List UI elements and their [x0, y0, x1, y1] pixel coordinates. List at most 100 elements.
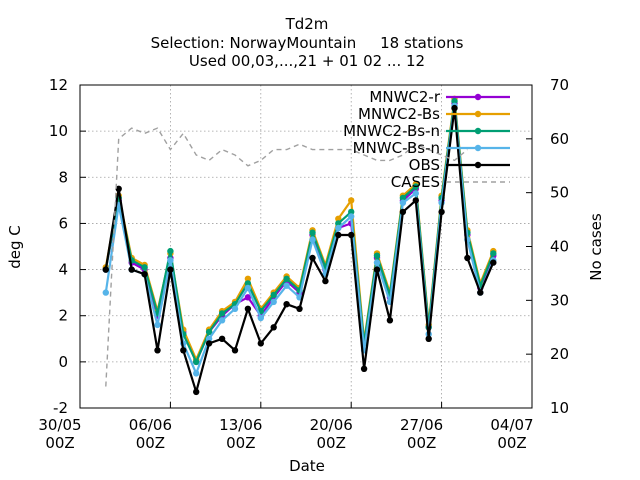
- y-tick-label: 2: [58, 307, 68, 325]
- data-point: [309, 229, 316, 236]
- data-point: [244, 275, 252, 282]
- data-point: [205, 335, 213, 342]
- x-tick-label: 27/06: [400, 416, 443, 434]
- data-point: [373, 266, 381, 273]
- x-tick-label-time: 00Z: [407, 434, 436, 452]
- data-point: [141, 264, 148, 271]
- data-point: [348, 197, 355, 204]
- y2-tick-label: 20: [550, 345, 569, 363]
- data-point: [425, 335, 432, 342]
- data-point: [309, 236, 316, 243]
- series-layer: [102, 95, 497, 396]
- y-tick-label: 0: [58, 353, 68, 371]
- legend-label: OBS: [409, 156, 440, 174]
- gridlines: [80, 85, 532, 408]
- data-point: [490, 250, 497, 257]
- x-tick-label: 20/06: [310, 416, 353, 434]
- data-point: [399, 194, 407, 202]
- x-tick-label-time: 00Z: [497, 434, 526, 452]
- data-point: [335, 220, 342, 227]
- y-axis-label: deg C: [6, 225, 24, 269]
- data-point: [244, 305, 252, 312]
- x-tick-label-time: 00Z: [136, 434, 165, 452]
- data-point: [257, 314, 264, 322]
- data-point: [231, 347, 239, 354]
- legend-marker: [474, 110, 482, 118]
- data-point: [154, 321, 161, 329]
- data-point: [141, 271, 148, 278]
- ticks-layer: -20246810121020304050607030/0500Z06/0600…: [38, 76, 569, 452]
- data-point: [348, 213, 355, 220]
- data-point: [205, 328, 213, 336]
- y-tick-label: 4: [58, 261, 68, 279]
- series-obs: [102, 104, 497, 396]
- x-tick-label: 06/06: [129, 416, 172, 434]
- y2-tick-label: 70: [550, 76, 569, 94]
- data-point: [244, 280, 252, 287]
- data-point: [218, 317, 226, 324]
- data-point: [180, 347, 187, 354]
- data-point: [205, 340, 213, 347]
- legend: MNWC2-rMNWC2-BsMNWC2-Bs-nMNWC-Bs-nOBSCAS…: [343, 88, 510, 191]
- data-point: [193, 358, 200, 366]
- x-tick-label: 30/05: [38, 416, 81, 434]
- data-point: [348, 208, 355, 216]
- data-point: [283, 275, 290, 282]
- data-point: [348, 231, 355, 239]
- data-point: [464, 254, 471, 262]
- data-point: [270, 298, 277, 306]
- y-tick-label: 10: [49, 122, 68, 140]
- data-point: [309, 254, 316, 262]
- data-point: [399, 199, 407, 206]
- data-point: [399, 208, 407, 216]
- data-point: [386, 317, 394, 324]
- chart-title: Td2m: [285, 15, 329, 33]
- legend-marker: [474, 161, 482, 169]
- data-point: [270, 291, 277, 299]
- data-point: [128, 266, 135, 273]
- y-tick-label: 12: [49, 76, 68, 94]
- data-point: [270, 324, 277, 331]
- data-point: [244, 294, 252, 301]
- data-point: [283, 301, 290, 308]
- series-cases: [105, 127, 468, 387]
- plot-frame: [79, 84, 533, 409]
- data-point: [322, 277, 329, 285]
- chart-subtitle-2: Used 00,03,...,21 + 01 02 ... 12: [189, 52, 425, 70]
- x-tick-label-time: 00Z: [317, 434, 346, 452]
- x-tick-label: 04/07: [490, 416, 533, 434]
- y-tick-label: 6: [58, 214, 68, 232]
- legend-marker: [474, 144, 482, 152]
- data-point: [283, 282, 290, 289]
- legend-label: MNWC-Bs-n: [353, 139, 440, 157]
- x-tick-label: 13/06: [219, 416, 262, 434]
- y2-tick-label: 10: [550, 399, 569, 417]
- data-point: [218, 335, 226, 342]
- data-point: [451, 97, 458, 105]
- y-tick-label: 8: [58, 168, 68, 186]
- data-point: [360, 365, 368, 372]
- data-point: [373, 252, 381, 259]
- data-point: [257, 340, 264, 347]
- legend-label: MNWC2-r: [369, 88, 440, 106]
- y2-tick-label: 30: [550, 291, 569, 309]
- x-axis-label: Date: [289, 457, 325, 475]
- data-point: [373, 259, 381, 266]
- y2-tick-label: 60: [550, 130, 569, 148]
- y-tick-label: -2: [53, 399, 68, 417]
- data-point: [335, 224, 342, 232]
- data-point: [412, 190, 419, 197]
- data-point: [412, 197, 419, 204]
- chart-subtitle-1: Selection: NorwayMountain 18 stations: [151, 34, 464, 52]
- data-point: [296, 305, 303, 312]
- data-point: [193, 370, 200, 377]
- series-line: [105, 127, 468, 387]
- x-tick-label-time: 00Z: [226, 434, 255, 452]
- data-point: [167, 247, 174, 255]
- data-point: [477, 289, 484, 296]
- y2-tick-label: 50: [550, 184, 569, 202]
- data-point: [218, 310, 226, 317]
- legend-label: MNWC2-Bs: [358, 105, 440, 123]
- data-point: [154, 347, 161, 354]
